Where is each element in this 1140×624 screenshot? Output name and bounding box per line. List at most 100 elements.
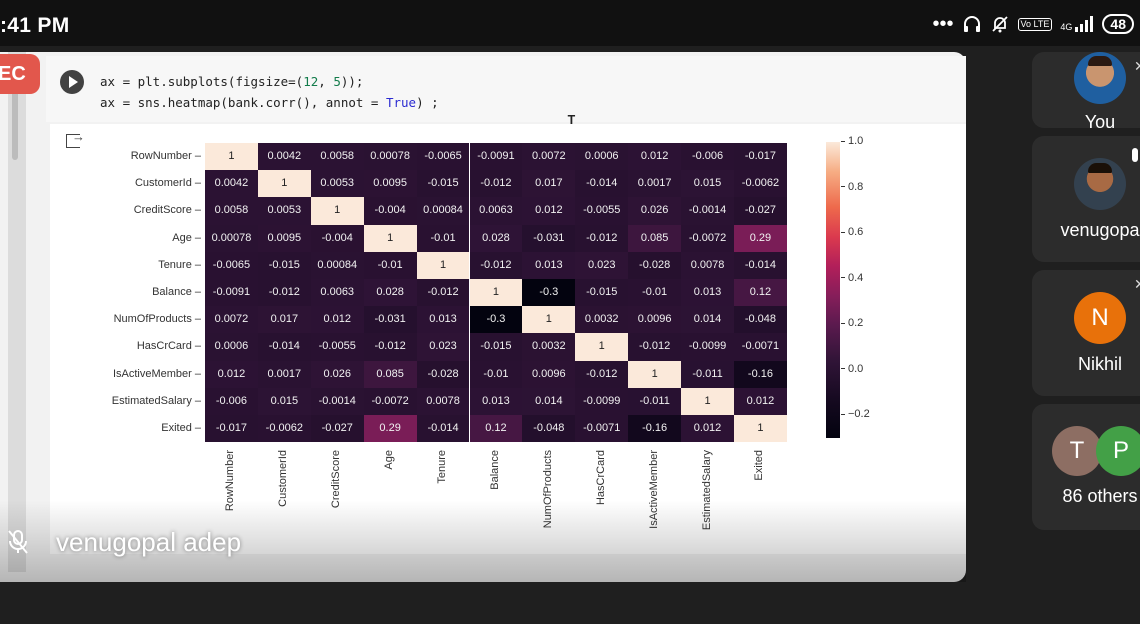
heatmap-cell: -0.0014	[681, 197, 734, 225]
heatmap-cell: 0.023	[575, 251, 629, 279]
heatmap-cell: 1	[310, 197, 364, 225]
pin-icon[interactable]: ✕	[1134, 58, 1140, 74]
recording-badge: EC	[0, 54, 40, 94]
heatmap-cell: 0.013	[416, 306, 470, 334]
heatmap-row-label: CustomerId –	[134, 177, 201, 190]
heatmap-cell: 0.028	[363, 279, 417, 307]
network-4g-icon: 4G	[1060, 16, 1094, 32]
heatmap-cell: -0.012	[469, 170, 523, 198]
output-toggle-icon[interactable]	[66, 129, 85, 148]
code-number: 5	[333, 74, 341, 89]
more-dots-icon: •••	[932, 13, 954, 35]
heatmap-cell: 0.012	[681, 415, 734, 443]
heatmap-cell: 0.013	[522, 251, 576, 279]
heatmap-cell: -0.01	[363, 251, 417, 279]
run-cell-button[interactable]	[60, 70, 84, 94]
participant-tile-others[interactable]: T P 86 others	[1032, 404, 1140, 530]
heatmap-cell: -0.027	[734, 197, 787, 225]
heatmap-cell: -0.0065	[205, 251, 258, 279]
colorbar-tick-label: 0.6	[841, 226, 863, 238]
code-line2-part: ax = sns.heatmap(bank.corr(), annot =	[100, 95, 386, 110]
colorbar-tick-label: 0.2	[841, 317, 863, 329]
heatmap-cell: -0.01	[628, 279, 682, 307]
heatmap-cell: 0.0006	[205, 333, 258, 361]
heatmap-cell: 0.0058	[310, 143, 364, 171]
heatmap-cell: -0.012	[469, 251, 523, 279]
tile-bottom-gradient	[0, 500, 966, 582]
heatmap-cell: -0.012	[416, 279, 470, 307]
code-line2-part: ) ;	[416, 95, 439, 110]
heatmap-cell: -0.3	[469, 306, 523, 334]
heatmap-cell: -0.015	[257, 251, 311, 279]
heatmap-cell: -0.014	[257, 333, 311, 361]
colorbar-tick-label: 1.0	[841, 135, 863, 147]
heatmap-cell: 0.0017	[628, 170, 682, 198]
heatmap-cell: -0.01	[416, 224, 470, 252]
participant-tile-nikhil[interactable]: N ✕ Nikhil	[1032, 270, 1140, 396]
heatmap-cell: -0.017	[734, 143, 787, 171]
heatmap-cell: -0.0071	[575, 415, 629, 443]
heatmap-cell: -0.027	[310, 415, 364, 443]
colorbar-tick-label: 0.0	[841, 363, 863, 375]
heatmap-cell: 0.023	[416, 333, 470, 361]
heatmap-cell: 0.012	[734, 387, 787, 415]
heatmap-cell: -0.16	[628, 415, 682, 443]
heatmap-cell: 0.026	[628, 197, 682, 225]
code-cell[interactable]	[46, 56, 966, 122]
heatmap-cell: -0.0091	[205, 279, 258, 307]
heatmap-cell: -0.028	[416, 360, 470, 388]
colorbar-tick-label: 0.4	[841, 272, 863, 284]
heatmap-row-label: EstimatedSalary –	[111, 394, 201, 407]
heatmap-cell: -0.048	[734, 306, 787, 334]
pin-icon[interactable]: ✕	[1134, 276, 1140, 292]
heatmap-cell: 0.0032	[575, 306, 629, 334]
heatmap-cell: -0.0065	[416, 143, 470, 171]
heatmap-cell: -0.004	[363, 197, 417, 225]
heatmap-row-label: Exited –	[161, 422, 201, 434]
heatmap-cell: 0.0042	[257, 143, 311, 171]
heatmap-cell: 0.0017	[257, 360, 311, 388]
participant-name: You	[1084, 112, 1116, 128]
presenter-name: venugopal adep	[56, 527, 242, 557]
heatmap-cell: -0.048	[522, 415, 576, 443]
heatmap-cell: 1	[416, 251, 470, 279]
status-icons: ••• Vo LTE 4G 48	[933, 12, 1134, 36]
heatmap-cell: 0.012	[310, 306, 364, 334]
heatmap-cell: -0.015	[469, 333, 523, 361]
heatmap-cell: -0.0072	[681, 224, 734, 252]
colorbar	[826, 142, 840, 438]
heatmap-cell: -0.012	[628, 333, 682, 361]
heatmap-cell: 0.00078	[363, 143, 417, 171]
code-line1-part: ,	[318, 74, 334, 89]
code-keyword: True	[385, 95, 417, 110]
code-text[interactable]: ax = plt.subplots(figsize=(12, 5)); ax =…	[100, 71, 439, 113]
heatmap-cell: 0.0053	[310, 170, 364, 198]
heatmap-cell: -0.0071	[734, 333, 787, 361]
heatmap-cell: 0.0032	[522, 333, 576, 361]
heatmap-cell: -0.0062	[257, 415, 311, 443]
speaking-indicator-icon	[1132, 148, 1138, 162]
heatmap-cell: 0.0053	[257, 197, 311, 225]
heatmap-cell: -0.015	[416, 170, 470, 198]
heatmap-row-label: RowNumber –	[130, 150, 201, 162]
participant-tile-you[interactable]: ✕ You	[1032, 52, 1140, 128]
participant-tile-venugopal[interactable]: venugopa	[1032, 136, 1140, 262]
heatmap-cell: 0.0095	[363, 170, 417, 198]
heatmap-cell: 1	[205, 143, 258, 171]
signal-icon	[1075, 16, 1094, 32]
heatmap-cell: 1	[469, 279, 523, 307]
scrollbar-handle[interactable]	[12, 70, 18, 160]
heatmap-row-label: Tenure –	[158, 258, 201, 271]
heatmap-row-label: HasCrCard –	[136, 340, 201, 353]
heatmap-cell: 0.0042	[205, 170, 258, 198]
heatmap-cell: -0.0055	[575, 197, 629, 225]
heatmap-cell: 0.29	[734, 224, 787, 252]
heatmap-cell: 0.017	[522, 170, 576, 198]
heatmap-cell: 0.00084	[310, 251, 364, 279]
heatmap-cell: 0.0063	[310, 279, 364, 307]
heatmap-cell: 0.015	[681, 170, 734, 198]
heatmap-cell: -0.0062	[734, 170, 787, 198]
colorbar-tick-label: −0.2	[841, 408, 870, 420]
heatmap-cell: 0.0072	[205, 306, 258, 334]
heatmap-cell: 1	[734, 415, 787, 443]
